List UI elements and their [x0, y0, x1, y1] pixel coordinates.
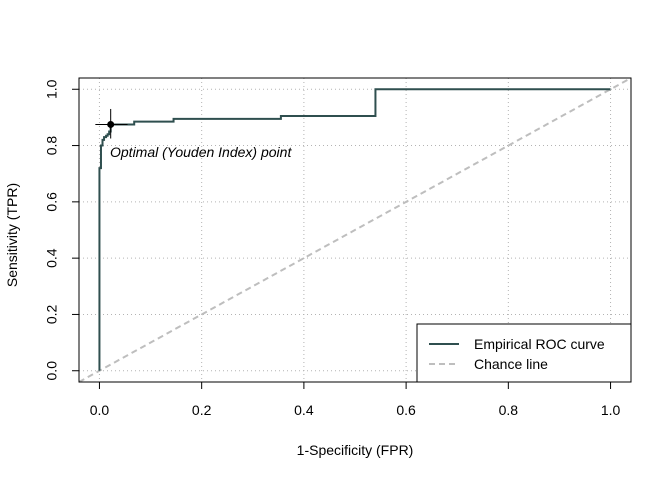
y-tick-label-3: 0.6 [44, 192, 60, 212]
y-tick-label-1: 0.2 [44, 305, 60, 325]
legend-label-chance: Chance line [474, 356, 548, 372]
x-axis: 0.0 0.2 0.4 0.6 0.8 1.0 [90, 382, 621, 418]
legend-box [416, 323, 632, 383]
y-tick-label-4: 0.8 [44, 136, 60, 156]
y-tick-label-2: 0.4 [44, 248, 60, 268]
x-tick-label-5: 1.0 [601, 402, 621, 418]
legend: Empirical ROC curve Chance line [416, 323, 632, 383]
y-tick-label-5: 1.0 [44, 79, 60, 99]
y-tick-label-0: 0.0 [44, 361, 60, 381]
x-tick-label-4: 0.8 [499, 402, 519, 418]
chance-line [78, 77, 632, 383]
legend-label-roc: Empirical ROC curve [474, 336, 605, 352]
plot-frame [78, 77, 632, 383]
x-tick-label-1: 0.2 [192, 402, 212, 418]
roc-curve-layer [98, 88, 611, 371]
chance-line-layer [78, 77, 632, 383]
x-tick-label-3: 0.6 [396, 402, 416, 418]
optimal-point-layer [95, 108, 128, 139]
x-axis-title: 1-Specificity (FPR) [297, 442, 414, 458]
optimal-point-marker [107, 120, 115, 128]
x-tick-label-0: 0.0 [90, 402, 110, 418]
y-axis: 0.0 0.2 0.4 0.6 0.8 1.0 [44, 79, 79, 380]
y-axis-title: Sensitivity (TPR) [4, 183, 20, 287]
roc-curve-line [98, 88, 611, 371]
x-tick-label-2: 0.4 [294, 402, 314, 418]
optimal-point-annotation: Optimal (Youden Index) point [110, 144, 292, 160]
grid-lines [79, 78, 631, 382]
